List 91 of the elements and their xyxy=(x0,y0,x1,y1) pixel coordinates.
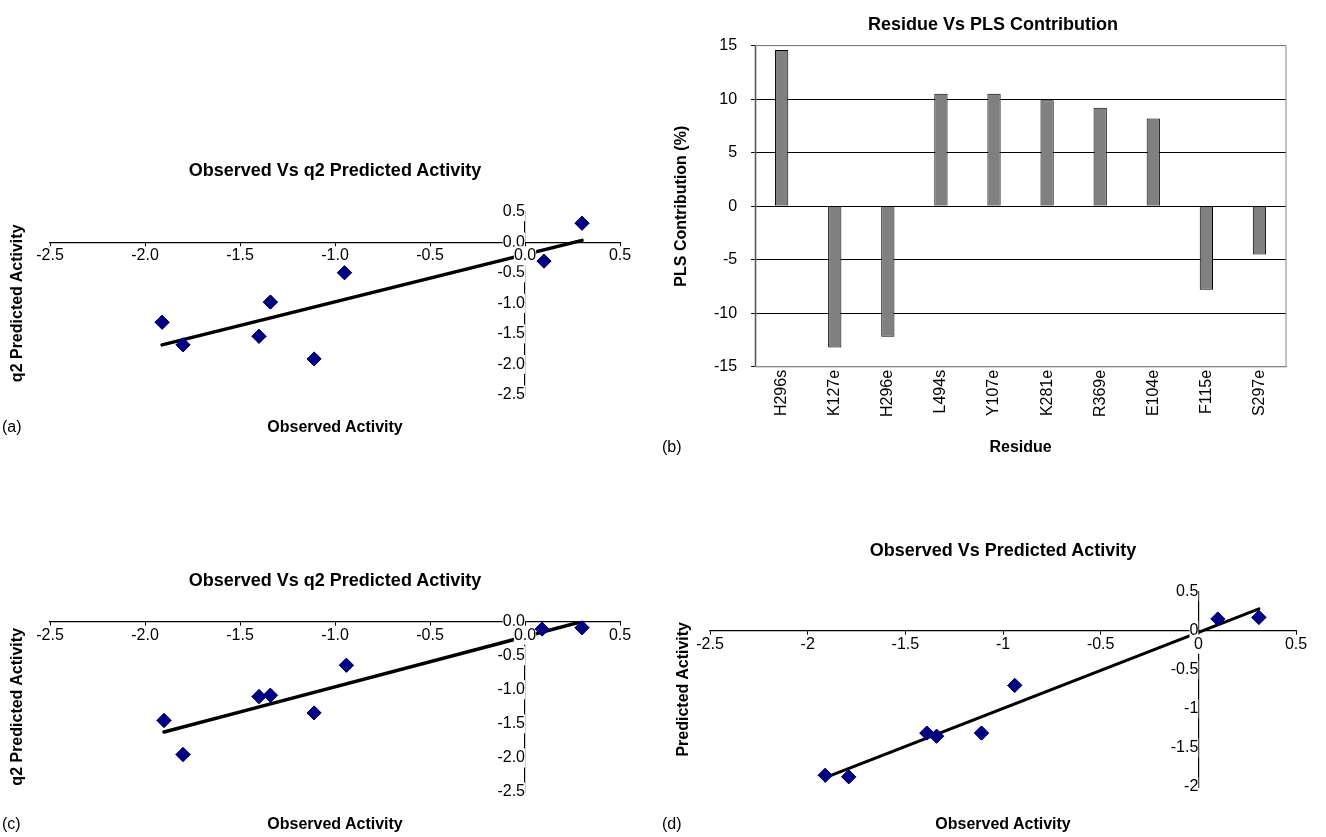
x-tick-label: 0.5 xyxy=(608,625,632,643)
x-tick-label: -2.0 xyxy=(131,246,159,264)
y-tick-label: -0.5 xyxy=(497,646,526,664)
y-tick-label: -1 xyxy=(1184,699,1199,717)
x-tick-label: -1 xyxy=(995,634,1011,652)
chart-title: Residue Vs PLS Contribution xyxy=(867,13,1119,34)
point xyxy=(929,728,945,744)
point xyxy=(574,215,590,231)
point xyxy=(1007,677,1023,693)
point xyxy=(175,747,191,763)
x-tick-label: 0.5 xyxy=(608,246,632,264)
y-tick-label: 0 xyxy=(728,196,738,214)
x-tick-label: K281e xyxy=(1037,369,1055,417)
y-axis-title: q2 Predicted Activity xyxy=(8,627,26,786)
x-tick-label: -2.5 xyxy=(36,246,64,264)
y-tick-label: -2 xyxy=(1184,777,1199,795)
x-tick-label: -0.5 xyxy=(416,246,444,264)
x-tick-label: H296e xyxy=(878,369,896,418)
point xyxy=(251,328,267,344)
x-axis-title: Observed Activity xyxy=(267,418,403,436)
y-tick-label: -15 xyxy=(714,357,738,375)
text: (b) xyxy=(662,438,682,456)
x-tick-label: -2.0 xyxy=(131,625,159,643)
point xyxy=(154,314,170,330)
point xyxy=(337,265,352,281)
text: (c) xyxy=(2,815,21,833)
point xyxy=(536,253,552,269)
y-tick-label: -2.0 xyxy=(497,748,526,766)
x-tick-label: K127e xyxy=(825,369,843,417)
text: (d) xyxy=(662,815,682,833)
y-tick-label: -2.0 xyxy=(497,354,526,372)
x-axis-title: Residue xyxy=(989,438,1052,456)
y-axis-title: PLS Contribution (%) xyxy=(672,125,690,287)
x-tick-label: -2.5 xyxy=(36,625,64,643)
y-tick-label: -2.5 xyxy=(497,782,526,800)
x-tick-label: -1.5 xyxy=(226,625,254,643)
y-tick-label: -1.5 xyxy=(497,714,526,732)
text: (a) xyxy=(2,418,22,436)
x-tick-label: -0.5 xyxy=(416,625,444,643)
point xyxy=(306,351,322,367)
x-tick-label: 0.0 xyxy=(513,625,537,643)
x-tick-label: -1.0 xyxy=(321,625,349,643)
x-tick-label: -0.5 xyxy=(1086,634,1115,652)
point xyxy=(306,705,322,721)
x-axis-title: Observed Activity xyxy=(267,815,403,833)
y-tick-label: -1.0 xyxy=(497,293,526,311)
point xyxy=(262,294,278,310)
point xyxy=(251,689,267,705)
x-tick-label: 0.0 xyxy=(513,246,537,264)
point xyxy=(974,725,990,741)
x-tick-label: -2 xyxy=(800,634,815,652)
y-tick-label: -1.5 xyxy=(1170,738,1199,756)
point xyxy=(1251,609,1267,625)
point xyxy=(841,769,857,785)
y-tick-label: -1.0 xyxy=(497,680,526,698)
y-tick-label: -1.5 xyxy=(497,324,526,342)
y-tick-label: -0.5 xyxy=(1170,660,1199,678)
x-tick-label: L494s xyxy=(931,369,949,414)
point xyxy=(338,657,354,673)
x-tick-label: R369e xyxy=(1090,369,1108,418)
point xyxy=(262,687,278,703)
x-tick-label: H296s xyxy=(772,369,790,417)
point xyxy=(175,337,191,353)
chart-title: Observed Vs Predicted Activity xyxy=(869,539,1137,560)
x-tick-label: -1.5 xyxy=(891,634,920,652)
chart-title: Observed Vs q2 Predicted Activity xyxy=(188,159,482,180)
x-tick-label: -1.0 xyxy=(321,246,349,264)
point xyxy=(1210,611,1226,627)
x-tick-label: Y107e xyxy=(984,369,1002,417)
y-tick-label: 10 xyxy=(719,89,738,107)
point xyxy=(534,621,550,637)
x-tick-label: F115e xyxy=(1196,369,1214,415)
x-tick-label: E104e xyxy=(1143,369,1161,417)
x-tick-label: -2.5 xyxy=(696,634,724,652)
point xyxy=(817,767,833,783)
y-axis-title: Predicted Activity xyxy=(674,621,692,757)
y-tick-label: -0.5 xyxy=(497,263,526,281)
y-axis-title: q2 Predicted Activity xyxy=(8,224,26,383)
x-axis-title: Observed Activity xyxy=(935,815,1071,833)
point xyxy=(919,725,935,741)
y-tick-label: 0.5 xyxy=(502,202,526,220)
y-tick-label: -10 xyxy=(714,303,738,321)
y-tick-label: -5 xyxy=(722,250,738,268)
chart-title: Observed Vs q2 Predicted Activity xyxy=(188,569,482,590)
y-tick-label: 5 xyxy=(728,143,738,161)
y-tick-label: 15 xyxy=(719,36,738,54)
x-tick-label: -1.5 xyxy=(226,246,254,264)
y-tick-label: 0.5 xyxy=(1176,582,1199,600)
x-tick-label: 0.5 xyxy=(1284,634,1308,652)
point xyxy=(156,712,172,728)
x-tick-label: S297e xyxy=(1249,369,1267,417)
